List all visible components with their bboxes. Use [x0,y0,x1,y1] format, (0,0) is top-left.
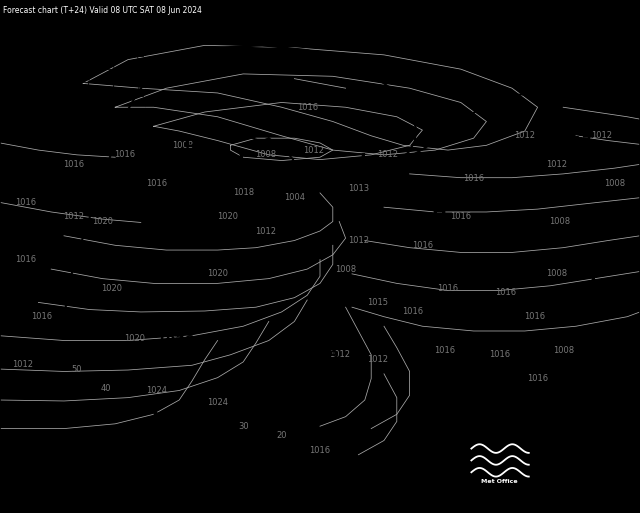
Text: 30: 30 [238,422,248,431]
Text: 1016: 1016 [419,225,458,239]
Text: 997: 997 [228,170,258,184]
Text: 1012: 1012 [63,212,84,221]
Text: 40: 40 [13,45,25,54]
Text: L: L [183,132,195,150]
Text: 1008: 1008 [172,141,193,150]
Text: Geostrophic wind scale: Geostrophic wind scale [17,23,134,31]
Text: 1016: 1016 [437,284,459,292]
Text: 60N: 60N [10,65,27,73]
Text: 1008: 1008 [552,346,574,354]
Text: 1004: 1004 [284,193,305,202]
Text: L: L [125,161,137,179]
Text: 1016: 1016 [15,198,36,207]
Text: 1016: 1016 [309,445,331,455]
Text: 1012: 1012 [255,227,276,235]
Text: 1012: 1012 [515,131,535,140]
Text: Met Office: Met Office [481,479,518,484]
Text: 10: 10 [72,107,84,116]
Text: 1020: 1020 [124,333,145,343]
Text: 1016: 1016 [463,174,484,183]
Text: L: L [589,270,601,289]
Text: 80: 80 [13,107,25,116]
Text: 1016: 1016 [488,350,510,359]
Text: 1016: 1016 [296,103,318,112]
Text: L: L [151,402,163,420]
Text: 15: 15 [33,45,45,54]
Text: L: L [481,294,492,312]
Text: 70N: 70N [10,51,27,61]
Text: H: H [565,113,580,131]
Text: 1028: 1028 [157,334,195,348]
Bar [469,436,532,485]
Text: metoffice.gov.uk: metoffice.gov.uk [550,446,618,455]
Text: 1016: 1016 [31,312,52,321]
Text: 1016: 1016 [450,212,472,221]
Text: 1024: 1024 [207,398,228,407]
Text: 1024: 1024 [147,386,167,395]
Text: 1020: 1020 [217,212,237,221]
Text: 1012: 1012 [591,131,612,140]
Text: 1016: 1016 [576,291,614,306]
Text: H: H [168,313,184,331]
Text: H: H [431,204,446,222]
Text: 1008: 1008 [604,179,625,188]
Text: 1020: 1020 [207,269,228,279]
Text: 1016: 1016 [114,150,136,160]
Text: 1020: 1020 [102,284,122,292]
Text: 25: 25 [40,107,52,116]
Text: 1012: 1012 [377,150,397,160]
Text: 1016: 1016 [412,241,433,250]
Text: © Crown Copyright: © Crown Copyright [545,467,623,476]
Text: 1012: 1012 [329,350,349,359]
Text: 1008: 1008 [255,150,276,160]
Text: 1008: 1008 [335,265,356,273]
Text: 1016: 1016 [402,307,424,317]
Text: 1012: 1012 [348,236,369,245]
Text: 1009: 1009 [301,349,339,363]
Text: 1018: 1018 [232,188,254,198]
Text: L: L [237,149,249,167]
Text: 1013: 1013 [346,172,384,187]
Text: 1020: 1020 [92,217,113,226]
Text: 20: 20 [276,431,287,440]
Text: 1016: 1016 [146,179,168,188]
Text: 1007: 1007 [467,315,506,329]
Text: Forecast chart (T+24) Valid 08 UTC SAT 08 Jun 2024: Forecast chart (T+24) Valid 08 UTC SAT 0… [3,6,202,15]
Text: 1016: 1016 [524,312,545,321]
Text: in kt for 4.0 hPa intervals: in kt for 4.0 hPa intervals [22,36,129,45]
Text: 1012: 1012 [367,355,388,364]
Text: 1017: 1017 [554,134,592,149]
Text: 1007: 1007 [170,153,208,168]
Text: 1008: 1008 [549,217,571,226]
Text: 1016: 1016 [434,346,456,354]
Text: 1016: 1016 [15,255,36,264]
Text: 1012: 1012 [303,146,324,154]
Text: 1012: 1012 [12,360,33,369]
Text: 1013: 1013 [348,184,369,193]
Text: 1014: 1014 [138,423,176,437]
Text: 50N: 50N [10,77,26,87]
Text: 40N: 40N [10,91,26,101]
Text: 40: 40 [100,384,111,392]
Text: 50: 50 [72,365,82,373]
Text: 1015: 1015 [367,298,388,307]
Text: L: L [314,328,326,346]
Text: L: L [39,351,51,369]
Text: 1016: 1016 [527,374,548,383]
Text: 1014: 1014 [112,182,150,196]
Text: 1012: 1012 [547,160,567,169]
Text: 1008: 1008 [546,269,568,279]
Text: 1016: 1016 [63,160,84,169]
Text: L: L [359,151,371,170]
Text: 1016: 1016 [495,288,516,298]
Text: 1002: 1002 [26,372,64,387]
